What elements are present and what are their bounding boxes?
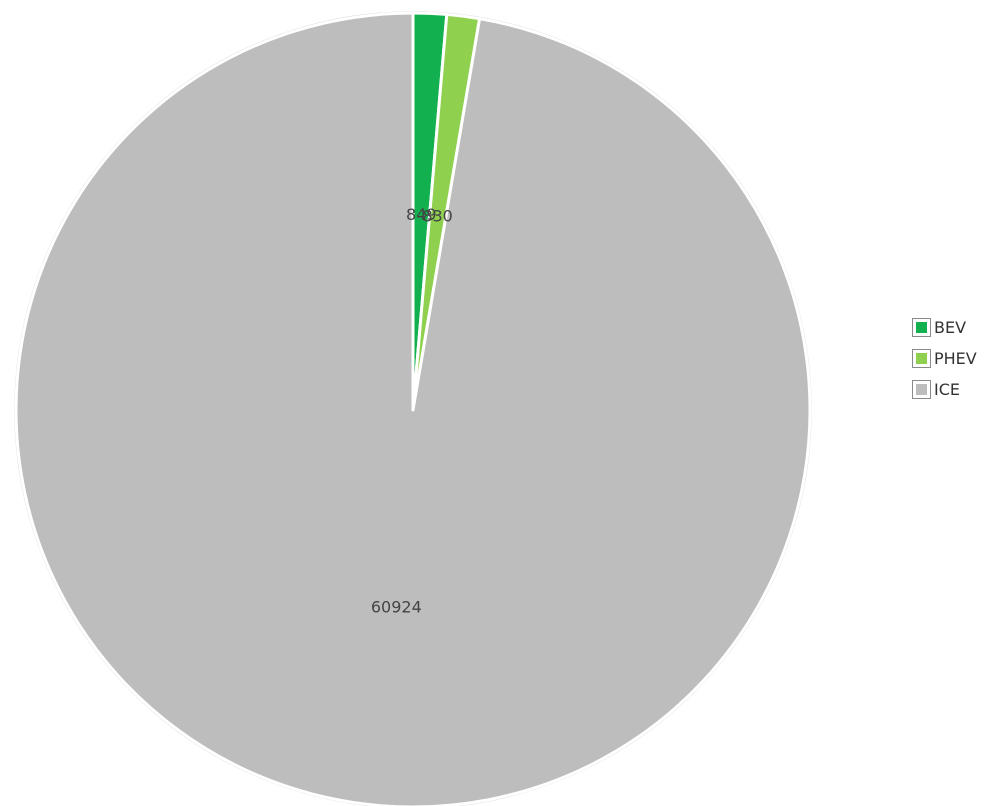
data-label-bev: 849 bbox=[406, 205, 437, 224]
pie-slice-ice[interactable] bbox=[14, 11, 812, 806]
legend-item-bev[interactable]: BEV bbox=[912, 314, 977, 340]
legend-swatch-bev bbox=[912, 317, 931, 337]
legend-item-phev[interactable]: PHEV bbox=[912, 345, 977, 371]
data-label-phev: 830 bbox=[422, 207, 453, 226]
data-label-ice: 60924 bbox=[371, 597, 422, 616]
pie-slices bbox=[14, 11, 812, 806]
legend: BEV PHEV ICE bbox=[912, 314, 977, 402]
legend-swatch-ice bbox=[912, 379, 931, 399]
legend-swatch-fill-ice bbox=[916, 383, 927, 395]
legend-label-ice: ICE bbox=[934, 379, 960, 399]
legend-swatch-phev bbox=[912, 348, 931, 368]
legend-item-ice[interactable]: ICE bbox=[912, 376, 977, 402]
legend-swatch-fill-bev bbox=[916, 321, 927, 333]
legend-label-bev: BEV bbox=[934, 317, 967, 337]
legend-swatch-fill-phev bbox=[916, 352, 927, 364]
legend-label-phev: PHEV bbox=[934, 348, 977, 368]
